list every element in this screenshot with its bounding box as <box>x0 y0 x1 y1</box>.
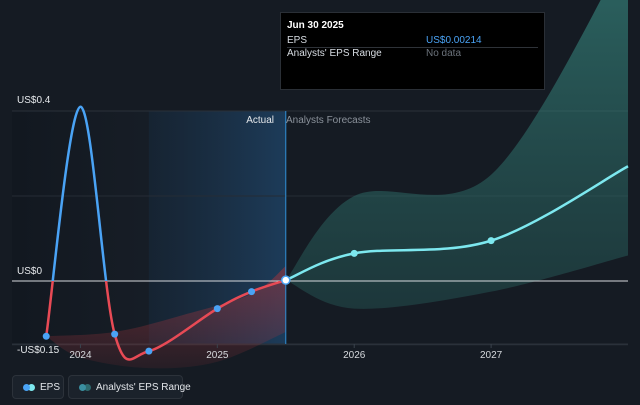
eps-swatch-icon-front <box>23 384 30 391</box>
x-tick-label: 2025 <box>206 350 229 361</box>
eps-line-positive <box>51 105 287 281</box>
eps-line-negative <box>44 281 287 361</box>
eps-point <box>42 332 50 340</box>
tooltip-row-range: Analysts' EPS Range No data <box>287 46 538 60</box>
eps-forecast-line <box>285 165 629 282</box>
y-axis: US$0.4 US$0 -US$0.15 <box>17 95 60 356</box>
tooltip-eps-value: US$0.00214 <box>426 35 482 46</box>
legend-eps-label: EPS <box>40 382 61 393</box>
x-tick-label: 2027 <box>480 350 503 361</box>
actual-label: Actual <box>246 115 274 126</box>
eps-markers <box>42 237 495 355</box>
legend-range-button[interactable]: Analysts' EPS Range <box>68 375 191 399</box>
eps-forecast-point <box>350 249 358 257</box>
eps-forecast-point <box>487 237 495 245</box>
eps-point <box>111 330 119 338</box>
eps-range-band <box>285 0 628 309</box>
tooltip: Jun 30 2025 EPS US$0.00214 Analysts' EPS… <box>280 12 545 90</box>
tooltip-eps-label: EPS <box>287 35 308 46</box>
y-tick-label: -US$0.15 <box>17 345 60 356</box>
negative-eps-band <box>46 266 286 369</box>
tooltip-row-eps: EPS US$0.00214 <box>287 33 538 48</box>
x-tick-label: 2026 <box>343 350 366 361</box>
y-tick-label: US$0.4 <box>17 95 51 106</box>
tooltip-range-value: No data <box>426 48 462 59</box>
forecast-label: Analysts Forecasts <box>286 115 370 126</box>
eps-point <box>213 305 221 313</box>
x-axis: 2024 2025 2026 2027 <box>69 344 503 361</box>
eps-point <box>145 347 153 355</box>
eps-swatch-icon <box>28 384 35 391</box>
tooltip-range-label: Analysts' EPS Range <box>287 48 382 59</box>
tooltip-date: Jun 30 2025 <box>287 20 344 31</box>
eps-point <box>281 275 291 285</box>
range-swatch-icon <box>84 384 91 391</box>
eps-point <box>248 288 256 296</box>
range-swatch-icon-front <box>79 384 86 391</box>
legend-eps-button[interactable]: EPS <box>12 375 64 399</box>
x-tick-label: 2024 <box>69 350 92 361</box>
y-tick-label: US$0 <box>17 266 42 277</box>
legend-range-label: Analysts' EPS Range <box>96 382 191 393</box>
